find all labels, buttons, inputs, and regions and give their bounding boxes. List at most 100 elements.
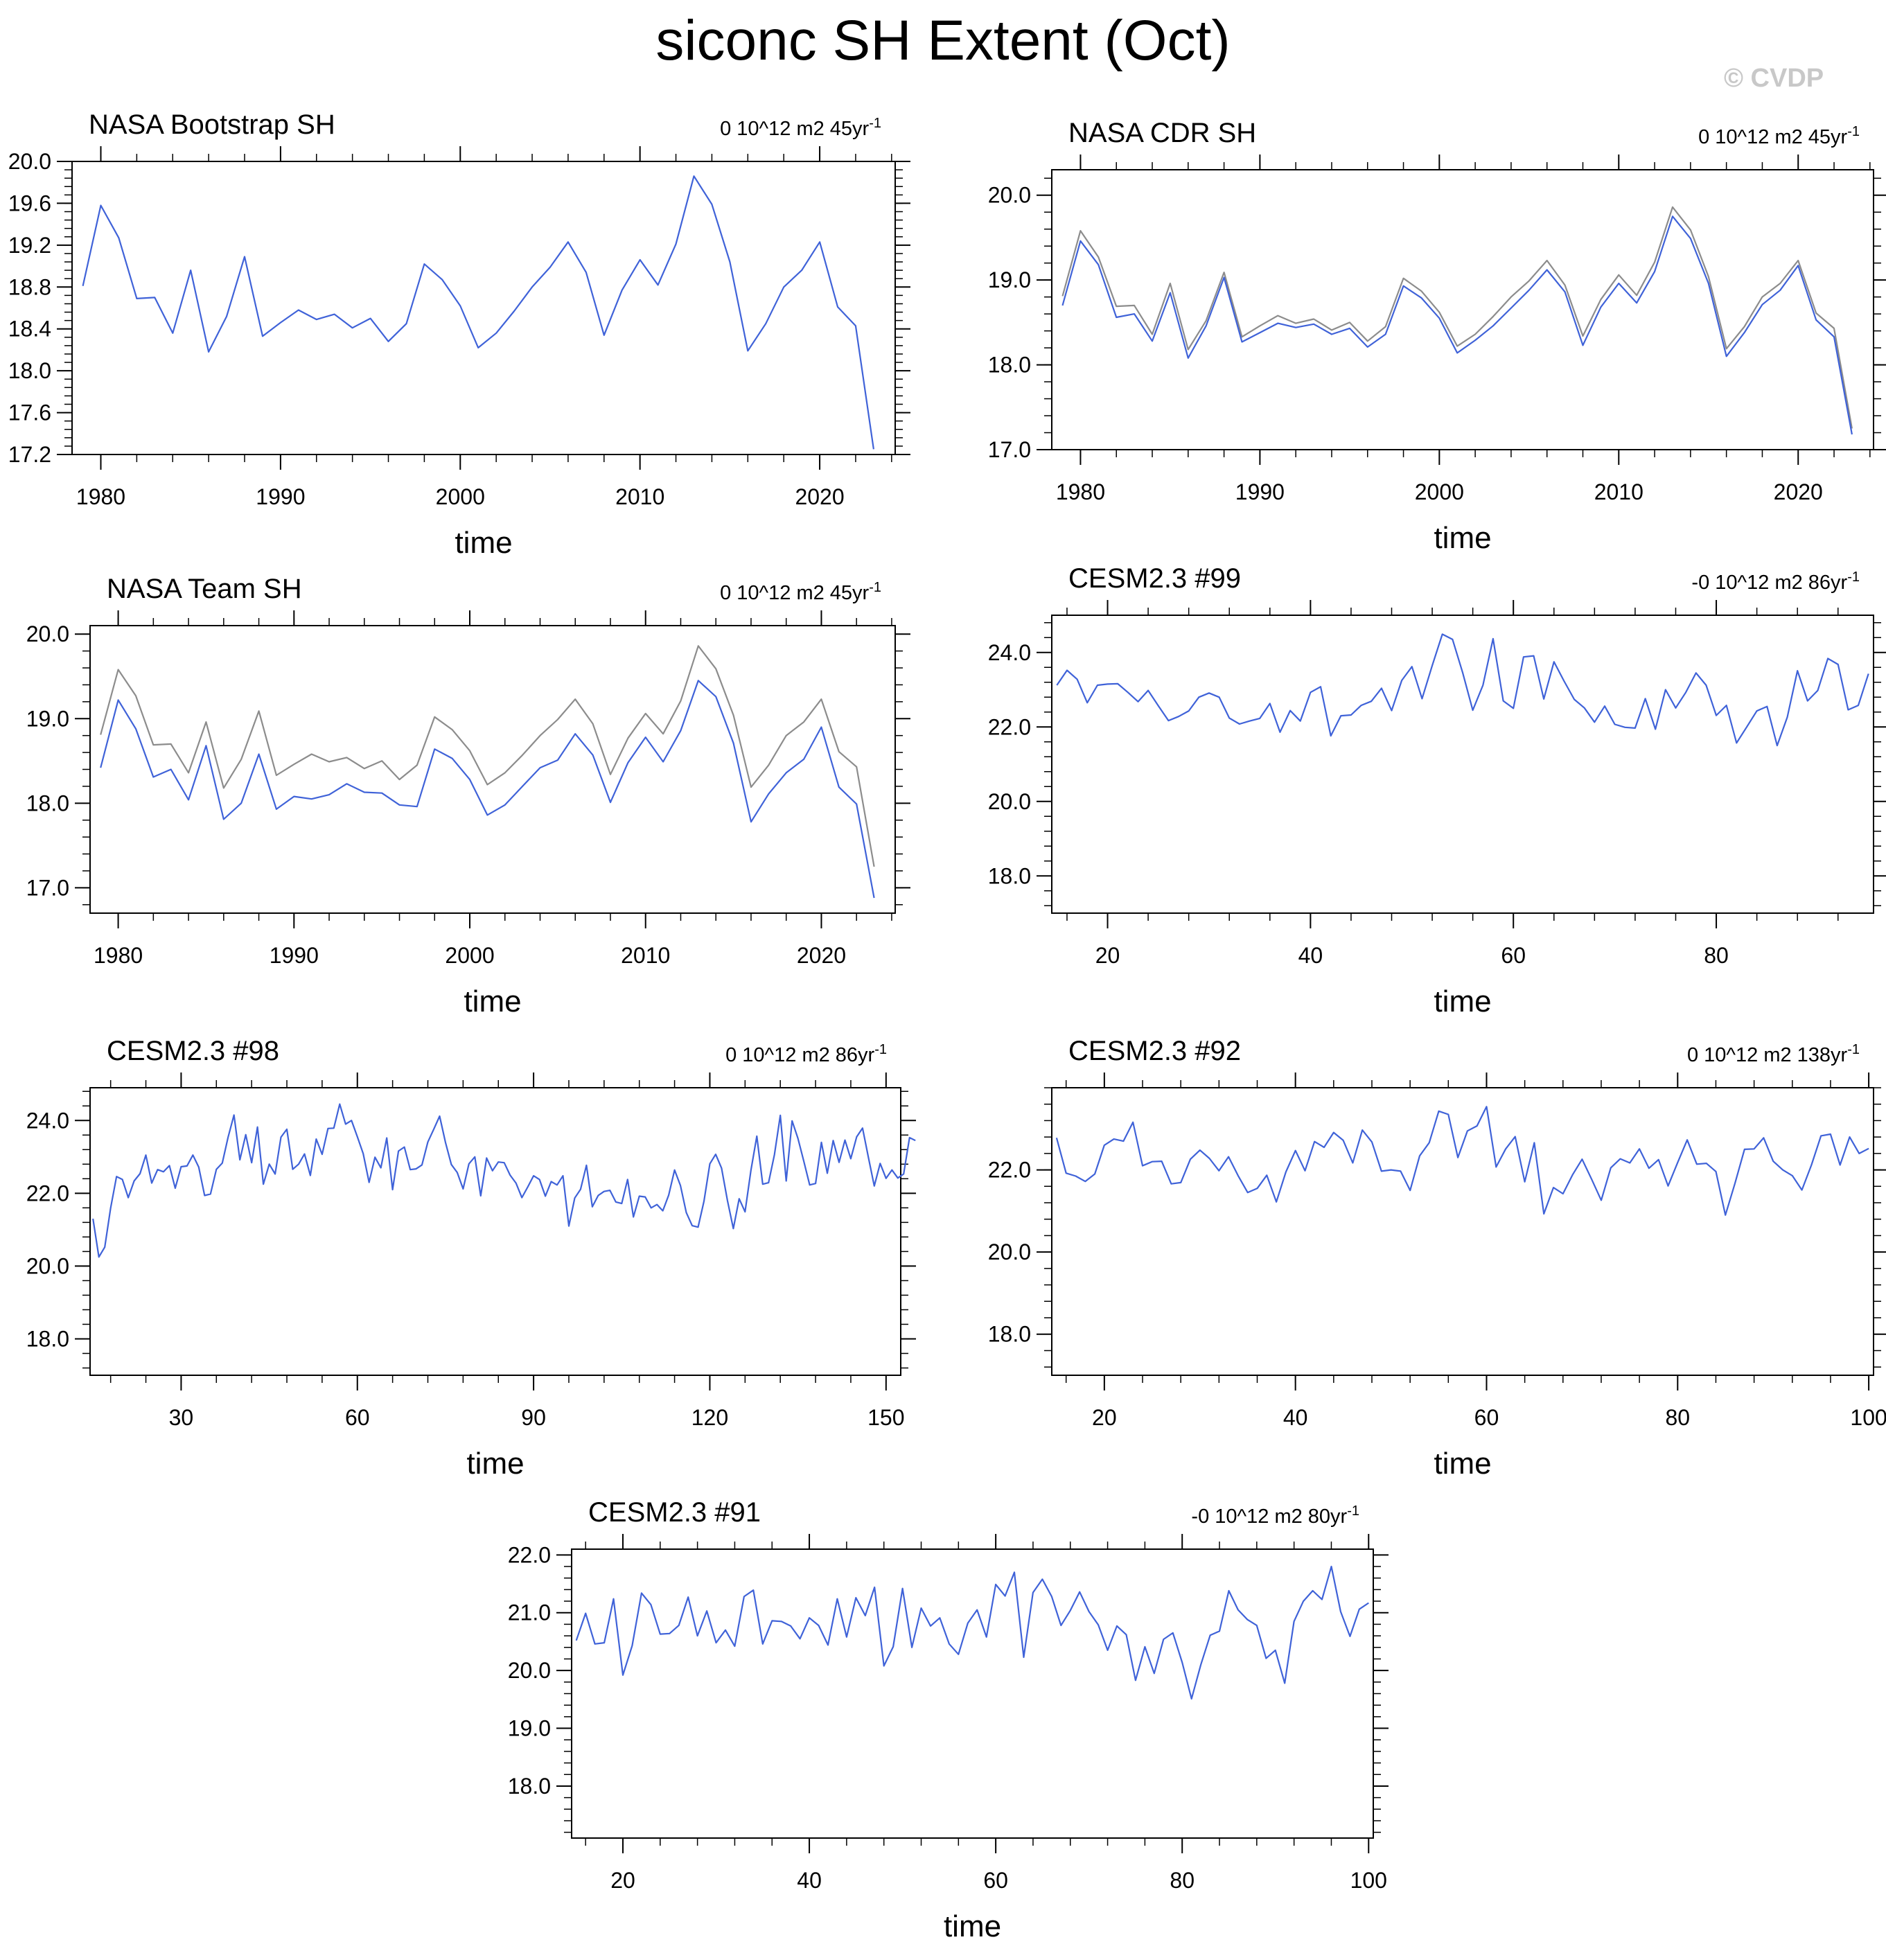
y-tick-label: 18.4 [8, 317, 51, 342]
y-tick-label: 20.0 [988, 1239, 1031, 1264]
x-tick-label: 60 [1474, 1405, 1499, 1430]
panel-title: NASA CDR SH [1068, 118, 1256, 148]
panel-1: NASA Bootstrap SH 0 10^12 m2 45yr-1 1980 19… [8, 109, 910, 560]
x-axis-label: time [944, 1909, 1001, 1943]
panel-4: CESM2.3 #99 -0 10^12 m2 86yr-1 20 40 60 80 18.… [988, 563, 1886, 1018]
trend-label: -0 10^12 m2 80yr-1 [1191, 1503, 1359, 1528]
figure-title: siconc SH Extent (Oct) [655, 9, 1231, 72]
x-tick-label: 80 [1665, 1405, 1690, 1430]
y-tick-label: 19.0 [26, 706, 69, 731]
x-tick-label: 1980 [76, 484, 125, 509]
x-tick-label: 60 [345, 1405, 370, 1430]
y-tick-label: 21.0 [508, 1600, 551, 1625]
y-tick-label: 20.0 [26, 1253, 69, 1278]
x-tick-label: 1990 [256, 484, 305, 509]
panel-7: CESM2.3 #91 -0 10^12 m2 80yr-1 20 40 60 80 100… [508, 1497, 1389, 1943]
panel-3: NASA Team SH 0 10^12 m2 45yr-1 1980 1990 200… [26, 574, 910, 1018]
x-tick-label: 20 [1095, 943, 1120, 968]
panel-2: NASA CDR SH 0 10^12 m2 45yr-1 1980 1990 2000… [988, 118, 1886, 555]
x-tick-label: 40 [797, 1868, 822, 1893]
y-tick-label: 24.0 [988, 640, 1031, 665]
model-series-line [100, 680, 875, 899]
y-tick-label: 22.0 [26, 1181, 69, 1206]
x-tick-label: 100 [1350, 1868, 1387, 1893]
y-tick-label: 18.0 [8, 358, 51, 383]
x-tick-label: 60 [983, 1868, 1008, 1893]
cvdp-watermark: © CVDP [1724, 64, 1824, 93]
x-tick-label: 150 [867, 1405, 904, 1430]
trend-label: 0 10^12 m2 138yr-1 [1687, 1042, 1860, 1066]
x-tick-label: 40 [1298, 943, 1323, 968]
y-tick-label: 22.0 [988, 714, 1031, 739]
y-tick-label: 18.8 [8, 274, 51, 299]
y-tick-label: 20.0 [26, 621, 69, 646]
model-series-line [92, 1103, 916, 1258]
x-axis-label: time [464, 985, 521, 1018]
y-tick-label: 19.0 [508, 1716, 551, 1741]
panel-title: CESM2.3 #99 [1068, 563, 1241, 594]
x-tick-label: 2020 [1774, 479, 1823, 504]
obs-series-line [100, 645, 875, 867]
x-tick-label: 2000 [445, 943, 494, 968]
panel-title: NASA Bootstrap SH [89, 109, 335, 140]
x-tick-label: 2010 [621, 943, 670, 968]
trend-exponent: -1 [869, 580, 881, 595]
plot-frame [1051, 615, 1874, 914]
x-tick-label: 100 [1850, 1405, 1886, 1430]
x-axis-label: time [1434, 521, 1491, 555]
y-tick-label: 19.2 [8, 233, 51, 258]
model-series-line [1055, 1106, 1869, 1216]
x-tick-label: 20 [610, 1868, 635, 1893]
trend-exponent: -1 [874, 1042, 887, 1057]
y-tick-label: 20.0 [8, 149, 51, 174]
x-tick-label: 20 [1092, 1405, 1117, 1430]
y-tick-label: 17.0 [988, 437, 1031, 462]
y-tick-label: 24.0 [26, 1108, 69, 1133]
trend-exponent: -1 [1847, 124, 1860, 139]
x-tick-label: 1980 [1056, 479, 1105, 504]
x-tick-label: 1990 [270, 943, 319, 968]
y-tick-label: 20.0 [988, 789, 1031, 814]
y-tick-label: 19.0 [988, 267, 1031, 292]
x-tick-label: 2010 [615, 484, 664, 509]
x-tick-label: 1980 [94, 943, 143, 968]
plot-frame [1051, 169, 1874, 450]
y-tick-label: 17.2 [8, 442, 51, 467]
x-tick-label: 2010 [1594, 479, 1643, 504]
y-tick-label: 18.0 [26, 791, 69, 815]
x-axis-label: time [1434, 1447, 1491, 1481]
trend-exponent: -1 [1847, 1042, 1860, 1057]
trend-exponent: -1 [1347, 1503, 1359, 1519]
x-tick-label: 2000 [436, 484, 485, 509]
panel-5: CESM2.3 #98 0 10^12 m2 86yr-1 30 60 90 120 150… [26, 1036, 916, 1481]
trend-label: 0 10^12 m2 45yr-1 [1698, 124, 1860, 148]
x-tick-label: 2020 [797, 943, 846, 968]
plot-frame [571, 1548, 1374, 1839]
x-tick-label: 30 [169, 1405, 194, 1430]
plot-frame [71, 161, 896, 455]
x-tick-label: 40 [1283, 1405, 1308, 1430]
trend-label: 0 10^12 m2 45yr-1 [720, 116, 881, 140]
panel-title: NASA Team SH [107, 574, 302, 604]
x-axis-label: time [466, 1447, 524, 1481]
y-tick-label: 19.6 [8, 191, 51, 215]
x-tick-label: 80 [1170, 1868, 1195, 1893]
model-series-line [575, 1565, 1369, 1700]
panel-6: CESM2.3 #92 0 10^12 m2 138yr-1 20 40 60 80 100… [988, 1036, 1886, 1481]
y-tick-label: 18.0 [988, 863, 1031, 888]
trend-exponent: -1 [869, 116, 881, 131]
panel-title: CESM2.3 #98 [107, 1036, 279, 1066]
x-tick-label: 1990 [1235, 479, 1285, 504]
trend-label: 0 10^12 m2 86yr-1 [725, 1042, 887, 1066]
plot-frame [89, 625, 896, 914]
obs-series-line [1061, 206, 1853, 429]
x-tick-label: 90 [521, 1405, 546, 1430]
y-tick-label: 17.6 [8, 400, 51, 425]
x-tick-label: 60 [1501, 943, 1526, 968]
plot-frame [89, 1087, 901, 1376]
x-tick-label: 2020 [795, 484, 844, 509]
y-tick-label: 18.0 [988, 1322, 1031, 1347]
y-tick-label: 20.0 [508, 1658, 551, 1683]
x-axis-label: time [1434, 985, 1491, 1018]
